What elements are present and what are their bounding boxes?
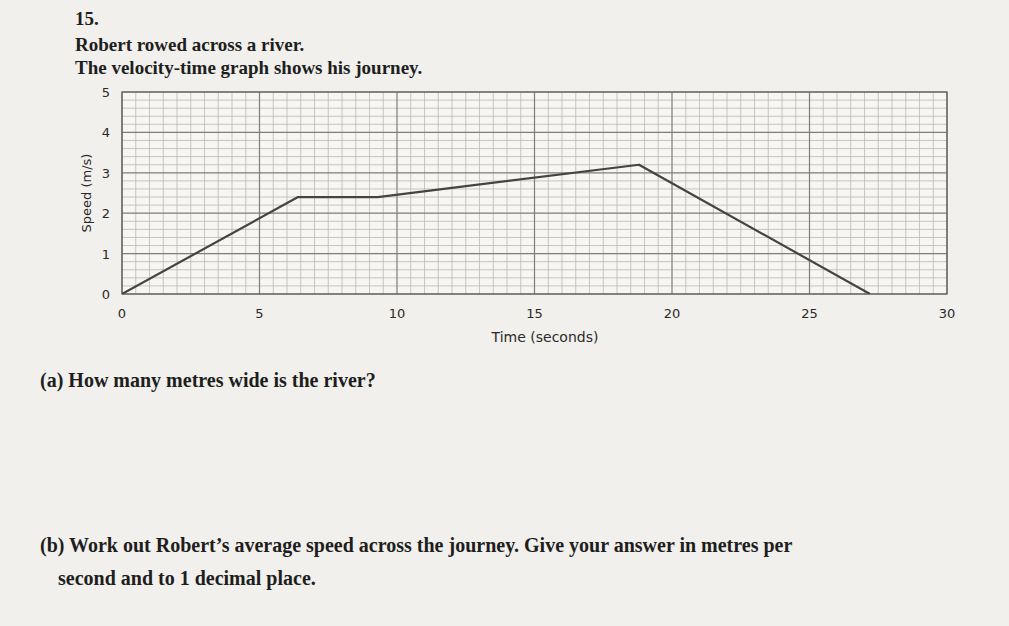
minor-grid (218, 92, 219, 294)
x-tick-label: 10 (389, 306, 406, 321)
minor-grid (204, 92, 205, 294)
minor-grid (589, 92, 590, 294)
grid-line (122, 172, 947, 173)
plot-frame (122, 92, 947, 294)
minor-grid (548, 92, 549, 294)
minor-grid (369, 92, 370, 294)
minor-grid (190, 92, 191, 294)
x-tick-label: 20 (664, 306, 681, 321)
minor-grid (465, 92, 466, 294)
minor-grid (287, 92, 288, 294)
minor-grid (355, 92, 356, 294)
y-tick-label: 5 (102, 85, 110, 100)
y-tick-label: 4 (102, 125, 110, 140)
grid-line (259, 92, 260, 294)
minor-grid (135, 92, 136, 294)
minor-grid (727, 92, 728, 294)
minor-grid (342, 92, 343, 294)
grid-line (534, 92, 535, 294)
page: 15. Robert rowed across a river.The veloc… (0, 0, 1009, 626)
y-tick-label: 0 (102, 287, 110, 302)
minor-grid (603, 92, 604, 294)
grid-line (122, 213, 947, 214)
y-tick-label: 1 (102, 247, 110, 262)
grid-line (809, 92, 810, 294)
minor-grid (878, 92, 879, 294)
plot-area (122, 92, 947, 294)
x-tick-label: 0 (118, 306, 126, 321)
minor-grid (438, 92, 439, 294)
minor-grid (562, 92, 563, 294)
minor-grid (795, 92, 796, 294)
minor-grid (892, 92, 893, 294)
y-tick-label: 2 (102, 206, 110, 221)
x-axis-label: Time (seconds) (491, 329, 599, 345)
y-tick-label: 3 (102, 166, 110, 181)
question-line: Robert rowed across a river. (75, 34, 304, 55)
minor-grid (905, 92, 906, 294)
grid-line (671, 92, 672, 294)
minor-grid (575, 92, 576, 294)
minor-grid (740, 92, 741, 294)
speed-line (122, 165, 870, 294)
question-part: (b) Work out Robert’s average speed acro… (40, 534, 792, 557)
minor-grid (245, 92, 246, 294)
minor-grid (933, 92, 934, 294)
grid-line (122, 253, 947, 254)
grid-line (396, 92, 397, 294)
question-line: The velocity-time graph shows his journe… (75, 57, 422, 78)
minor-grid (507, 92, 508, 294)
minor-grid (685, 92, 686, 294)
y-axis-label: Speed (m/s) (79, 154, 94, 233)
minor-grid (768, 92, 769, 294)
data-layer (122, 165, 870, 294)
question-part: (a) How many metres wide is the river? (40, 369, 376, 392)
minor-grid (452, 92, 453, 294)
grid-line (122, 132, 947, 133)
minor-grid (232, 92, 233, 294)
minor-grid (383, 92, 384, 294)
minor-grid (699, 92, 700, 294)
minor-grid (630, 92, 631, 294)
minor-grid (850, 92, 851, 294)
minor-grid (617, 92, 618, 294)
minor-grid (314, 92, 315, 294)
minor-grid (163, 92, 164, 294)
minor-grid (782, 92, 783, 294)
minor-grid (149, 92, 150, 294)
minor-grid (424, 92, 425, 294)
x-tick-label: 5 (255, 306, 263, 321)
chart: 0 5 10 15 20 25 30 0 1 2 3 4 5 Time (seconds) Speed (m… (79, 85, 955, 345)
minor-grid (520, 92, 521, 294)
x-tick-label: 25 (801, 306, 818, 321)
minor-grid (754, 92, 755, 294)
minor-grid (328, 92, 329, 294)
x-tick-label: 30 (939, 306, 956, 321)
minor-grid (273, 92, 274, 294)
minor-grid (919, 92, 920, 294)
minor-grid (823, 92, 824, 294)
minor-grid (479, 92, 480, 294)
minor-grid (644, 92, 645, 294)
minor-grid (837, 92, 838, 294)
x-tick-label: 15 (526, 306, 543, 321)
question-number: 15. (75, 8, 99, 29)
question-part: second and to 1 decimal place. (58, 567, 316, 590)
minor-grid (864, 92, 865, 294)
minor-grid (493, 92, 494, 294)
minor-grid (713, 92, 714, 294)
minor-grid (300, 92, 301, 294)
minor-grid (658, 92, 659, 294)
